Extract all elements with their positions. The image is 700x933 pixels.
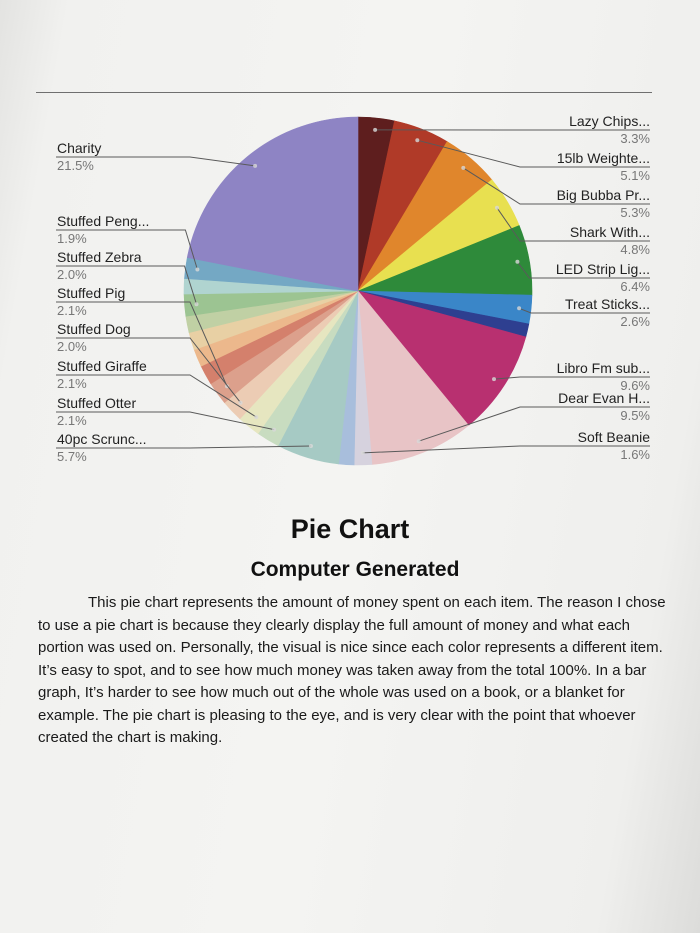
slice-labels: Lazy Chips... 3.3% 15lb Weighte... 5.1% Big … bbox=[57, 113, 650, 464]
leader-line-treat-sticks bbox=[518, 307, 650, 314]
leader-line-stuffed-giraffe bbox=[56, 374, 257, 418]
leader-dot-stuffed-giraffe bbox=[254, 415, 259, 420]
slice-pct-dear-evan-h: 9.5% bbox=[620, 408, 650, 423]
leader-dot-charity bbox=[253, 163, 258, 168]
leader-dot-15lb-weighte bbox=[415, 138, 420, 143]
leader-line-dear-evan-h bbox=[418, 406, 650, 442]
slice-label-charity: Charity bbox=[57, 140, 101, 156]
slice-pct-stuffed-pig: 2.1% bbox=[57, 303, 87, 318]
slice-label-led-strip-lig: LED Strip Lig... bbox=[556, 261, 650, 277]
leader-line-big-bubba-pr bbox=[463, 167, 650, 205]
pie-slices bbox=[183, 116, 533, 466]
leader-dot-stuffed-peng bbox=[195, 267, 200, 272]
leader-line-stuffed-otter bbox=[56, 411, 275, 431]
leader-dot-big-bubba-pr bbox=[461, 165, 466, 170]
slice-pct-15lb-weighte: 5.1% bbox=[620, 168, 650, 183]
slice-pct-stuffed-otter: 2.1% bbox=[57, 413, 87, 428]
slice-pct-stuffed-zebra: 2.0% bbox=[57, 267, 87, 282]
slice-label-40pc-scrunc: 40pc Scrunc... bbox=[57, 431, 147, 447]
slice-label-libro-fm-sub: Libro Fm sub... bbox=[557, 360, 650, 376]
slice-pct-treat-sticks: 2.6% bbox=[620, 314, 650, 329]
slice-pct-big-bubba-pr: 5.3% bbox=[620, 205, 650, 220]
slice-label-lazy-chips: Lazy Chips... bbox=[569, 113, 650, 129]
leader-line-shark-with bbox=[496, 207, 650, 242]
leader-dot-shark-with bbox=[495, 205, 499, 210]
leader-line-stuffed-pig bbox=[56, 301, 228, 387]
leader-dot-led-strip-lig bbox=[515, 259, 520, 264]
top-rule bbox=[36, 92, 652, 93]
leader-dot-soft-beanie bbox=[360, 450, 365, 455]
leader-line-libro-fm-sub bbox=[493, 376, 650, 380]
slice-pct-soft-beanie: 1.6% bbox=[620, 447, 650, 462]
leader-line-stuffed-zebra bbox=[56, 265, 197, 305]
slice-pct-led-strip-lig: 6.4% bbox=[620, 279, 650, 294]
leader-dot-lazy-chips bbox=[373, 127, 378, 132]
slice-label-soft-beanie: Soft Beanie bbox=[578, 429, 651, 445]
slice-label-stuffed-giraffe: Stuffed Giraffe bbox=[57, 358, 147, 374]
slice-pct-charity: 21.5% bbox=[57, 158, 94, 173]
leader-line-soft-beanie bbox=[362, 445, 650, 454]
leader-dot-stuffed-zebra bbox=[194, 302, 199, 307]
leader-dot-stuffed-otter bbox=[272, 427, 277, 432]
slice-pct-lazy-chips: 3.3% bbox=[620, 131, 650, 146]
slice-label-15lb-weighte: 15lb Weighte... bbox=[557, 150, 650, 166]
pie-chart: Lazy Chips... 3.3% 15lb Weighte... 5.1% Big … bbox=[56, 113, 650, 466]
body-paragraph: This pie chart represents the amount of … bbox=[38, 594, 666, 746]
slice-pct-stuffed-giraffe: 2.1% bbox=[57, 376, 87, 391]
slice-label-stuffed-pig: Stuffed Pig bbox=[57, 285, 125, 301]
leader-dot-dear-evan-h bbox=[416, 439, 421, 444]
leader-line-led-strip-lig bbox=[516, 261, 650, 279]
slice-label-treat-sticks: Treat Sticks... bbox=[565, 296, 650, 312]
leader-dot-libro-fm-sub bbox=[492, 377, 496, 382]
leader-dot-40pc-scrunc bbox=[309, 444, 313, 448]
pie-slice-charity bbox=[186, 116, 359, 292]
slice-pct-stuffed-dog: 2.0% bbox=[57, 339, 87, 354]
slice-pct-stuffed-peng: 1.9% bbox=[57, 231, 87, 246]
slice-label-stuffed-dog: Stuffed Dog bbox=[57, 321, 131, 337]
page-title: Pie Chart bbox=[290, 514, 410, 544]
leader-line-40pc-scrunc bbox=[56, 445, 312, 449]
pie-slice-dear-evan-h bbox=[357, 290, 469, 465]
page-subtitle: Computer Generated bbox=[250, 558, 460, 581]
slice-label-shark-with: Shark With... bbox=[570, 224, 650, 240]
leader-line-charity bbox=[56, 156, 256, 167]
slice-label-big-bubba-pr: Big Bubba Pr... bbox=[557, 187, 650, 203]
leader-lines bbox=[56, 127, 650, 455]
slice-pct-shark-with: 4.8% bbox=[620, 242, 650, 257]
slice-label-dear-evan-h: Dear Evan H... bbox=[558, 390, 650, 406]
leader-line-15lb-weighte bbox=[417, 139, 650, 168]
slice-label-stuffed-zebra: Stuffed Zebra bbox=[57, 249, 142, 265]
leader-dot-treat-sticks bbox=[517, 306, 522, 311]
slice-pct-40pc-scrunc: 5.7% bbox=[57, 449, 87, 464]
leader-line-stuffed-peng bbox=[56, 229, 198, 270]
slice-pct-libro-fm-sub: 9.6% bbox=[620, 378, 650, 393]
slice-label-stuffed-otter: Stuffed Otter bbox=[57, 395, 136, 411]
leader-line-stuffed-dog bbox=[56, 337, 241, 404]
slice-label-stuffed-peng: Stuffed Peng... bbox=[57, 213, 149, 229]
leader-dot-stuffed-dog bbox=[238, 400, 243, 405]
